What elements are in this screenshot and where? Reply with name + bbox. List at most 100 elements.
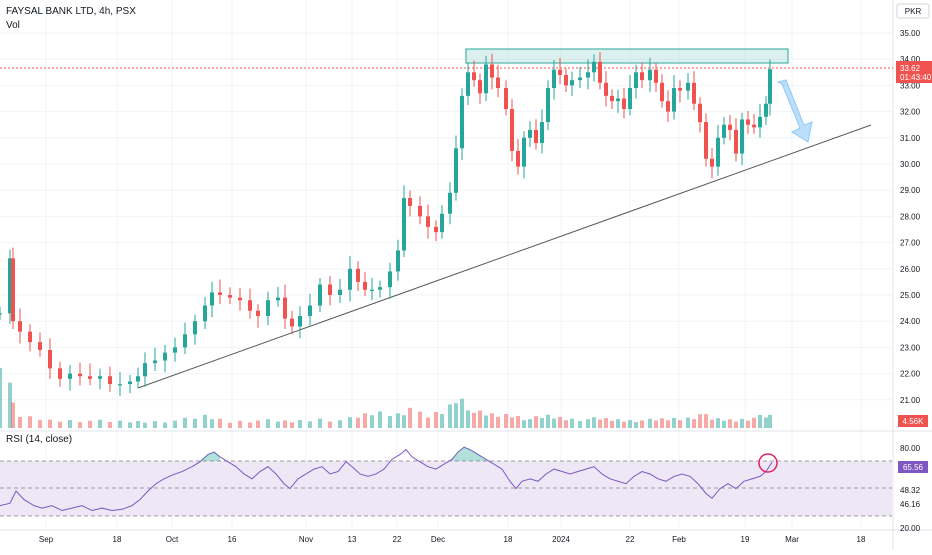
candle[interactable] <box>686 73 690 100</box>
rsi-line[interactable] <box>0 446 773 512</box>
candle[interactable] <box>768 59 772 116</box>
down-arrow-projection[interactable] <box>776 79 813 143</box>
candle[interactable] <box>276 286 280 307</box>
candle[interactable] <box>586 59 590 90</box>
candle[interactable] <box>434 220 438 242</box>
candle[interactable] <box>592 54 596 82</box>
candle[interactable] <box>143 352 147 387</box>
ascending-trendline[interactable] <box>137 124 872 389</box>
candle[interactable] <box>558 57 562 85</box>
candle[interactable] <box>578 66 582 89</box>
candle[interactable] <box>698 97 702 133</box>
candle[interactable] <box>510 99 514 162</box>
candle[interactable] <box>528 121 532 147</box>
candle[interactable] <box>634 64 638 99</box>
candle[interactable] <box>48 338 52 379</box>
candle[interactable] <box>666 90 670 123</box>
candle[interactable] <box>228 287 232 305</box>
candle[interactable] <box>710 148 714 179</box>
candle[interactable] <box>218 279 222 305</box>
candle[interactable] <box>692 70 696 111</box>
candle[interactable] <box>370 277 374 301</box>
candle[interactable] <box>654 63 658 92</box>
candle[interactable] <box>764 96 768 125</box>
candle[interactable] <box>454 135 458 201</box>
candle[interactable] <box>88 363 92 386</box>
candle[interactable] <box>672 75 676 120</box>
candle[interactable] <box>758 104 762 138</box>
candle[interactable] <box>68 364 72 391</box>
candle[interactable] <box>448 182 452 225</box>
candle[interactable] <box>466 62 470 106</box>
price-axis[interactable]: 35.00 34.00 33.00 32.00 31.00 30.00 29.00 28.00… <box>900 29 921 405</box>
candle[interactable] <box>378 280 382 298</box>
candle[interactable] <box>628 75 632 116</box>
candle[interactable] <box>210 281 214 318</box>
candle[interactable] <box>58 361 62 387</box>
candle[interactable] <box>38 332 42 357</box>
candle[interactable] <box>564 68 568 92</box>
candle[interactable] <box>426 204 430 239</box>
candle[interactable] <box>504 80 508 116</box>
time-axis[interactable]: Sep 18 Oct 16 Nov 13 22 Dec 18 2024 22 Feb 19 Mar 18 <box>39 535 866 544</box>
candle[interactable] <box>752 113 756 134</box>
candle[interactable] <box>338 279 342 303</box>
resistance-zone[interactable] <box>465 48 789 64</box>
candle[interactable] <box>356 261 360 292</box>
candle[interactable] <box>622 87 626 119</box>
candle[interactable] <box>8 249 12 324</box>
candle[interactable] <box>78 362 82 386</box>
candle[interactable] <box>318 277 322 313</box>
candle[interactable] <box>490 53 494 90</box>
candle[interactable] <box>716 124 720 176</box>
candle[interactable] <box>298 306 302 339</box>
candle[interactable] <box>308 293 312 326</box>
candle[interactable] <box>534 119 538 150</box>
candle[interactable] <box>173 337 177 362</box>
candle[interactable] <box>183 322 187 354</box>
candle[interactable] <box>0 306 2 320</box>
candle[interactable] <box>163 345 167 373</box>
candle[interactable] <box>440 205 444 239</box>
candle[interactable] <box>604 70 608 107</box>
candle[interactable] <box>540 109 544 154</box>
candle[interactable] <box>616 89 620 113</box>
candle[interactable] <box>136 367 140 389</box>
currency-badge[interactable] <box>896 3 930 19</box>
candle[interactable] <box>740 112 744 166</box>
candle[interactable] <box>128 374 132 394</box>
candle[interactable] <box>546 80 550 130</box>
candle[interactable] <box>728 115 732 141</box>
candle[interactable] <box>570 71 574 96</box>
rsi-annotation-circle[interactable] <box>758 453 778 473</box>
candle[interactable] <box>193 314 197 345</box>
candle[interactable] <box>722 117 726 145</box>
candle[interactable] <box>660 74 664 108</box>
candle[interactable] <box>153 347 157 371</box>
candle[interactable] <box>648 57 652 92</box>
candle[interactable] <box>484 55 488 102</box>
candle[interactable] <box>18 308 22 344</box>
candle[interactable] <box>516 139 520 175</box>
candle[interactable] <box>418 196 422 225</box>
candle[interactable] <box>496 64 500 98</box>
candle[interactable] <box>746 110 750 134</box>
candle[interactable] <box>256 304 260 328</box>
candle[interactable] <box>348 255 352 302</box>
candle[interactable] <box>478 73 482 104</box>
candle[interactable] <box>11 247 15 330</box>
candle[interactable] <box>28 324 32 352</box>
candle[interactable] <box>460 88 464 161</box>
candle[interactable] <box>472 60 476 87</box>
candle[interactable] <box>283 284 287 330</box>
candle[interactable] <box>328 275 332 306</box>
candle[interactable] <box>734 118 738 162</box>
candle[interactable] <box>598 52 602 90</box>
candle[interactable] <box>203 296 207 330</box>
candle[interactable] <box>108 366 112 392</box>
candle[interactable] <box>704 113 708 167</box>
candle[interactable] <box>290 310 294 335</box>
candle[interactable] <box>552 59 556 100</box>
candle[interactable] <box>238 287 242 311</box>
